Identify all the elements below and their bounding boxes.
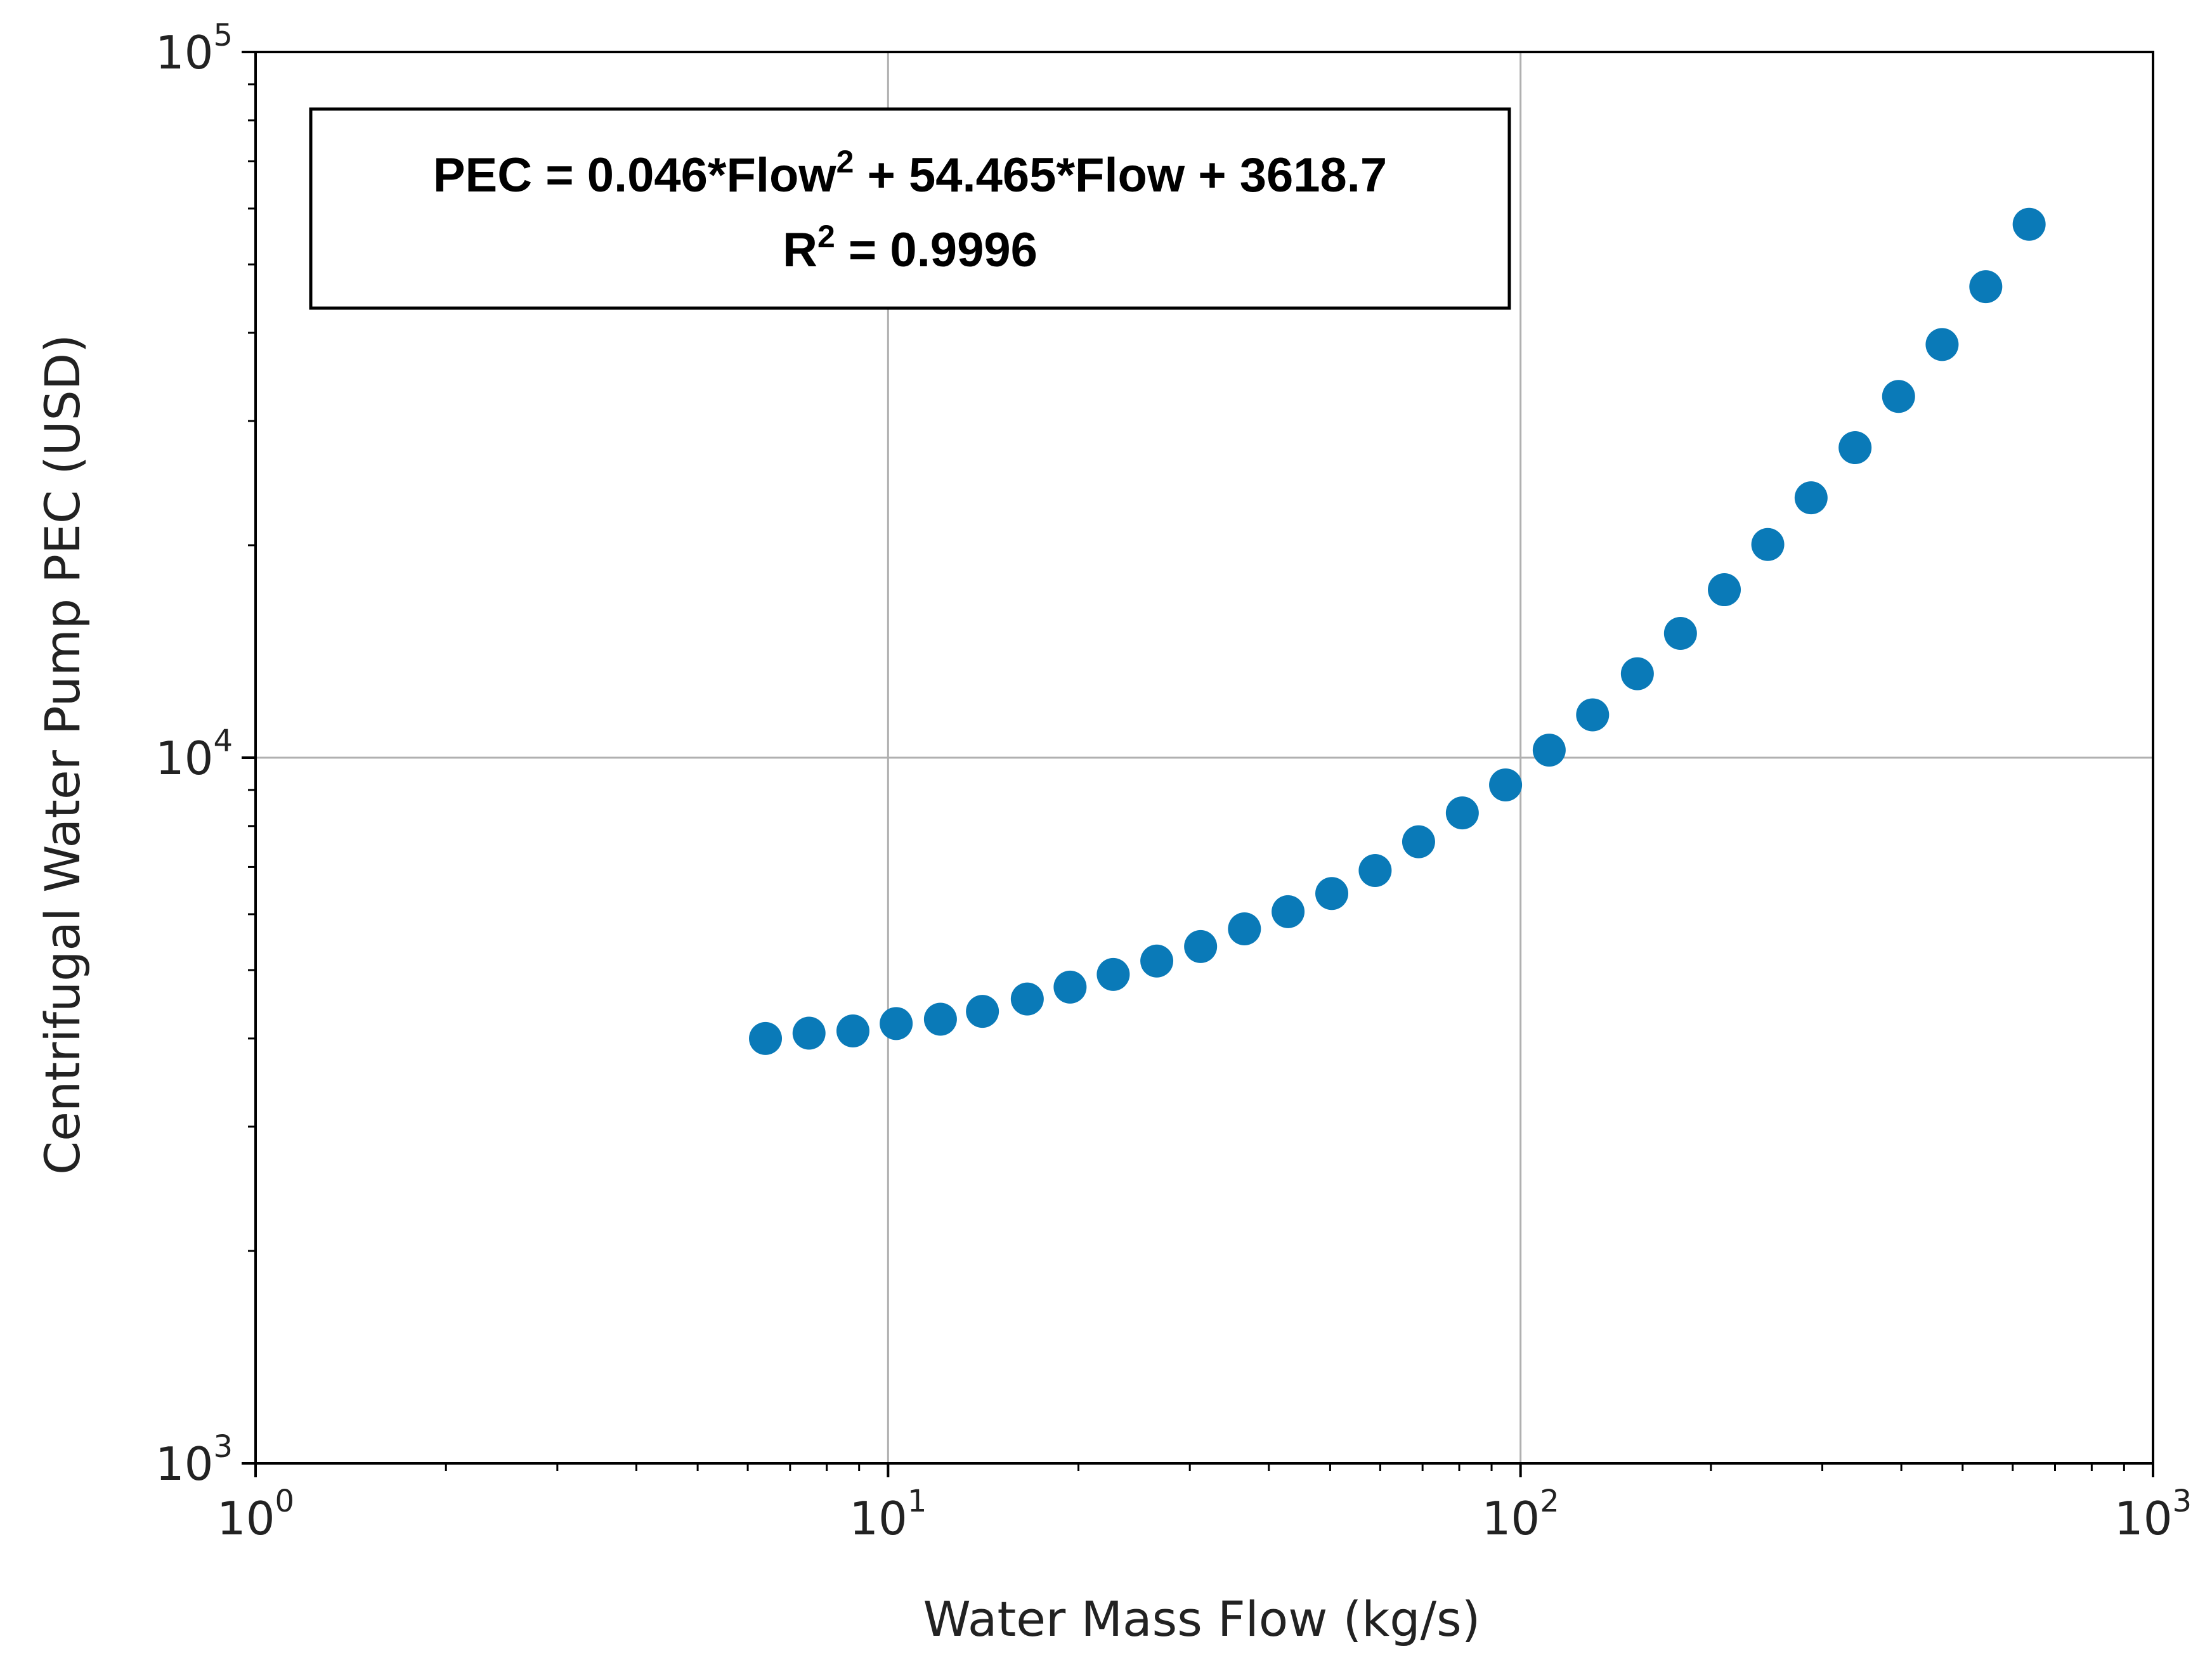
r-squared-line: R2 = 0.9996 bbox=[783, 219, 1038, 277]
equation-suffix: + 54.465*Flow + 3618.7 bbox=[854, 148, 1387, 202]
x-tick-labels: 100 101 102 103 bbox=[217, 1484, 2192, 1545]
data-point bbox=[1969, 270, 2003, 304]
data-point bbox=[1620, 657, 1654, 690]
data-point bbox=[1315, 877, 1349, 910]
data-point bbox=[923, 1002, 957, 1036]
y-tick-base: 10 bbox=[155, 26, 214, 79]
y-tick-exponent: 4 bbox=[213, 723, 233, 759]
data-point bbox=[1708, 573, 1741, 607]
major-ticks bbox=[242, 51, 2154, 1477]
data-point bbox=[792, 1016, 826, 1050]
data-point bbox=[1140, 944, 1174, 978]
data-point bbox=[1882, 380, 1915, 413]
data-point bbox=[1358, 853, 1392, 887]
data-point bbox=[1925, 328, 1959, 361]
x-tick-base: 10 bbox=[2114, 1492, 2173, 1545]
y-tick-label: 103 bbox=[155, 1429, 233, 1491]
data-point bbox=[1445, 796, 1479, 830]
x-tick-label: 102 bbox=[1482, 1484, 1559, 1545]
x-axis-title: Water Mass Flow (kg/s) bbox=[923, 1591, 1481, 1647]
y-tick-exponent: 5 bbox=[213, 18, 233, 53]
equation-prefix: PEC = 0.046*Flow bbox=[433, 148, 837, 202]
data-point bbox=[749, 1021, 783, 1055]
data-point bbox=[1272, 895, 1305, 928]
x-tick-exponent: 1 bbox=[908, 1484, 927, 1519]
y-axis-title: Centrifugal Water Pump PEC (USD) bbox=[34, 334, 91, 1175]
data-point bbox=[966, 995, 999, 1028]
x-tick-exponent: 3 bbox=[2173, 1484, 2192, 1519]
x-tick-base: 10 bbox=[217, 1492, 275, 1545]
x-tick-label: 100 bbox=[217, 1484, 294, 1545]
data-point bbox=[880, 1007, 913, 1040]
data-point bbox=[1228, 912, 1261, 946]
data-point bbox=[1402, 825, 1435, 858]
r-squared-prefix: R bbox=[783, 223, 817, 277]
data-points bbox=[749, 207, 2046, 1055]
data-point bbox=[1096, 957, 1130, 991]
data-point bbox=[1663, 617, 1697, 651]
x-tick-base: 10 bbox=[849, 1492, 908, 1545]
data-point bbox=[2012, 207, 2046, 241]
plot-frame bbox=[254, 51, 2154, 1465]
data-point bbox=[1794, 481, 1828, 515]
y-tick-exponent: 3 bbox=[213, 1429, 233, 1465]
data-point bbox=[1184, 929, 1218, 963]
data-point bbox=[1532, 734, 1566, 767]
x-tick-exponent: 2 bbox=[1540, 1484, 1559, 1519]
x-tick-label: 101 bbox=[849, 1484, 927, 1545]
data-point bbox=[1751, 528, 1785, 561]
x-tick-base: 10 bbox=[1482, 1492, 1540, 1545]
data-point bbox=[1838, 431, 1872, 465]
r-squared-exponent: 2 bbox=[817, 219, 835, 254]
data-point bbox=[836, 1014, 869, 1047]
equation-exponent: 2 bbox=[836, 144, 854, 179]
r-squared-suffix: = 0.9996 bbox=[835, 223, 1038, 277]
y-tick-base: 10 bbox=[155, 1437, 214, 1491]
x-tick-exponent: 0 bbox=[275, 1484, 295, 1519]
data-point bbox=[1053, 970, 1087, 1004]
y-tick-base: 10 bbox=[155, 732, 214, 785]
data-point bbox=[1010, 982, 1044, 1016]
y-tick-label: 105 bbox=[155, 18, 233, 79]
data-point bbox=[1489, 768, 1523, 801]
annotation-box bbox=[309, 107, 1511, 310]
equation-annotation: PEC = 0.046*Flow2 + 54.465*Flow + 3618.7… bbox=[309, 107, 1511, 310]
y-tick-label: 104 bbox=[155, 723, 233, 785]
data-point bbox=[1576, 698, 1610, 732]
x-tick-label: 103 bbox=[2114, 1484, 2192, 1545]
equation-line: PEC = 0.046*Flow2 + 54.465*Flow + 3618.7 bbox=[433, 144, 1387, 202]
